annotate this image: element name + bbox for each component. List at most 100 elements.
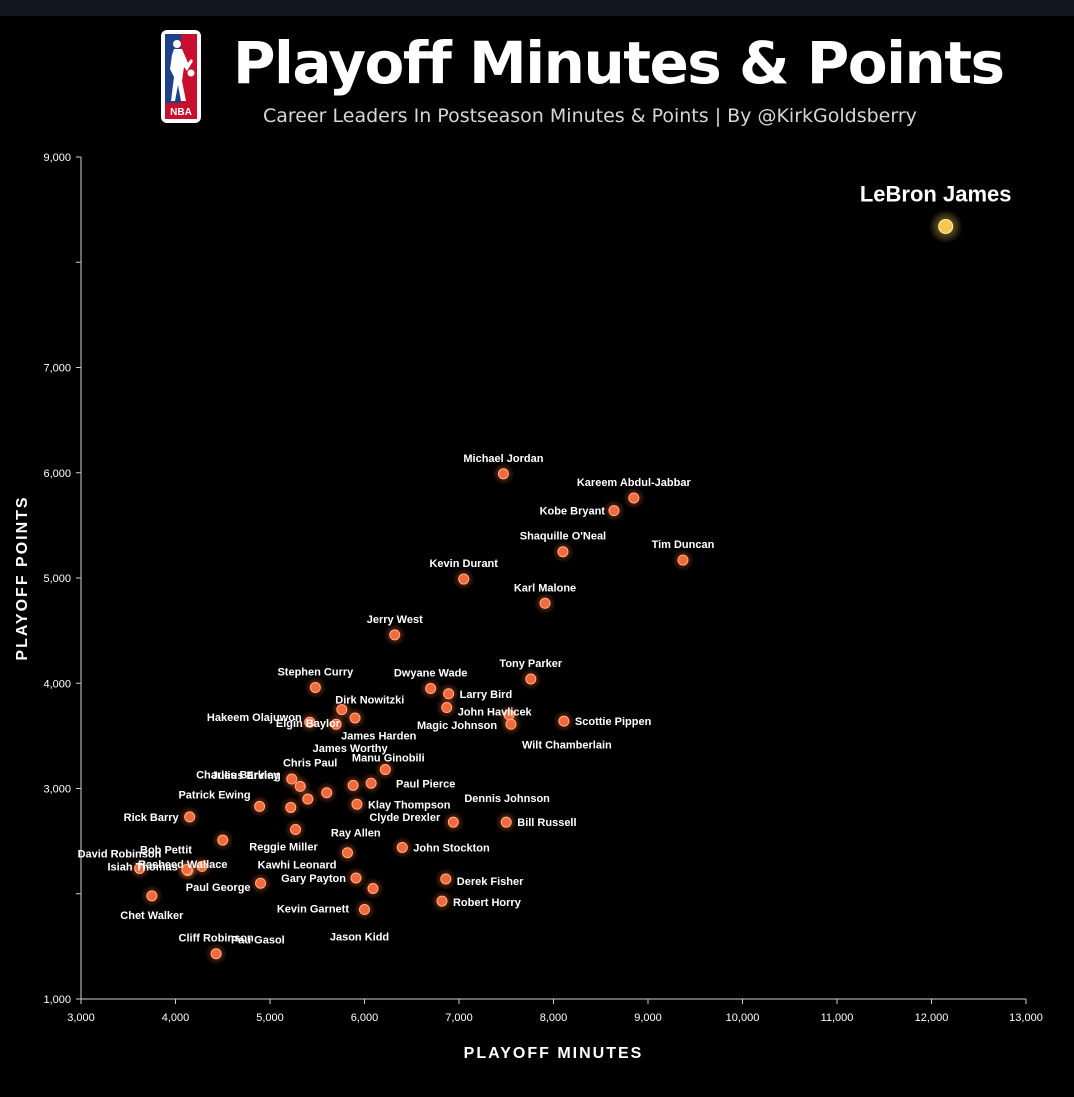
point-derek-fisher xyxy=(440,873,452,885)
point-kawhi-leonard xyxy=(341,847,353,859)
point-label-gary-payton: Gary Payton xyxy=(281,873,346,885)
point-label-dennis-johnson: Dennis Johnson xyxy=(464,793,550,805)
point-label-rasheed-wallace: Rasheed Wallace xyxy=(138,859,227,871)
point-john-havlicek xyxy=(441,701,453,713)
point-jason-kidd xyxy=(359,904,370,916)
point-label-kevin-durant: Kevin Durant xyxy=(429,558,498,570)
x-tick-label: 4,000 xyxy=(162,1012,190,1024)
point-chet-walker xyxy=(146,890,158,902)
point-bill-russell xyxy=(500,816,512,828)
point-dwyane-wade xyxy=(425,683,437,695)
y-tick-label: 6,000 xyxy=(43,468,71,480)
point-label-james-harden: James Harden xyxy=(341,730,416,742)
point-label-chet-walker: Chet Walker xyxy=(120,910,184,922)
point-label-jerry-west: Jerry West xyxy=(367,614,423,626)
y-tick-label: 7,000 xyxy=(43,363,71,375)
point-label-larry-bird: Larry Bird xyxy=(460,689,513,701)
logo-text-bg xyxy=(165,103,197,119)
point-label-kawhi-leonard: Kawhi Leonard xyxy=(258,860,337,872)
point-label-david-robinson: David Robinson xyxy=(78,848,162,860)
x-tick-label: 7,000 xyxy=(445,1012,473,1024)
point-label-isiah-thomas: Isiah Thomas xyxy=(107,862,177,874)
x-tick-label: 5,000 xyxy=(256,1012,284,1024)
point-clyde-drexler xyxy=(302,793,314,805)
point-james-worthy xyxy=(365,777,377,789)
x-tick-label: 10,000 xyxy=(726,1012,760,1024)
point-label-wilt-chamberlain: Wilt Chamberlain xyxy=(522,739,612,751)
point-label-stephen-curry: Stephen Curry xyxy=(277,666,354,678)
point-label-karl-malone: Karl Malone xyxy=(514,582,576,594)
point-paul-pierce xyxy=(321,787,333,799)
x-tick-label: 9,000 xyxy=(634,1012,662,1024)
logo-text: NBA xyxy=(170,107,192,118)
x-axis-title: PLAYOFF MINUTES xyxy=(464,1045,644,1062)
point-reggie-miller xyxy=(290,824,302,836)
point-label-klay-thompson: Klay Thompson xyxy=(368,799,451,811)
point-label-bob-pettit: Bob Pettit xyxy=(140,844,192,856)
point-label-bill-russell: Bill Russell xyxy=(517,817,576,829)
point-label-tony-parker: Tony Parker xyxy=(499,658,562,670)
point-label-ray-allen: Ray Allen xyxy=(331,827,381,839)
point-label-dirk-nowitzki: Dirk Nowitzki xyxy=(335,695,404,707)
point-label-julius-erving: Julius Erving xyxy=(212,770,281,782)
point-chris-paul xyxy=(347,779,359,791)
point-elgin-baylor xyxy=(349,712,361,724)
point-shaquille-o-neal xyxy=(557,546,569,558)
x-tick-label: 6,000 xyxy=(351,1012,379,1024)
point-label-dwyane-wade: Dwyane Wade xyxy=(394,668,468,680)
point-label-lebron-james: LeBron James xyxy=(860,181,1012,206)
point-label-james-worthy: James Worthy xyxy=(313,743,389,755)
point-manu-ginobili xyxy=(379,764,391,776)
point-label-john-stockton: John Stockton xyxy=(413,842,490,854)
point-tim-duncan xyxy=(677,554,689,566)
point-label-cliff-robinson: Cliff Robinson xyxy=(179,933,254,945)
x-tick-label: 8,000 xyxy=(540,1012,568,1024)
point-stephen-curry xyxy=(309,681,321,693)
y-tick-label: 3,000 xyxy=(43,784,71,796)
point-label-pau-gasol: Pau Gasol xyxy=(231,935,285,947)
logo-red-half xyxy=(181,34,197,103)
point-label-michael-jordan: Michael Jordan xyxy=(463,453,543,465)
point-ray-allen xyxy=(285,801,297,813)
point-label-shaquille-o-neal: Shaquille O'Neal xyxy=(520,531,606,543)
point-kareem-abdul-jabbar xyxy=(628,492,640,504)
point-label-chris-paul: Chris Paul xyxy=(283,757,337,769)
point-label-john-havlicek: John Havlicek xyxy=(458,706,533,718)
y-tick-label: 9,000 xyxy=(43,152,71,164)
point-label-kobe-bryant: Kobe Bryant xyxy=(540,506,606,518)
point-label-robert-horry: Robert Horry xyxy=(453,897,522,909)
y-tick-label: 1,000 xyxy=(43,994,71,1006)
point-karl-malone xyxy=(539,597,551,609)
point-john-stockton xyxy=(396,841,408,853)
point-dennis-johnson xyxy=(447,816,459,828)
point-label-kevin-garnett: Kevin Garnett xyxy=(277,903,349,915)
point-kevin-garnett xyxy=(367,882,379,894)
point-label-rick-barry: Rick Barry xyxy=(124,812,180,824)
point-kobe-bryant xyxy=(608,505,620,517)
x-tick-label: 11,000 xyxy=(821,1012,854,1024)
point-david-robinson xyxy=(134,862,146,874)
point-hakeem-olajuwon xyxy=(304,716,316,728)
point-patrick-ewing xyxy=(254,800,266,812)
point-label-derek-fisher: Derek Fisher xyxy=(457,876,524,888)
y-tick-label: 5,000 xyxy=(43,573,71,585)
x-tick-label: 13,000 xyxy=(1009,1012,1043,1024)
logo-silhouette xyxy=(170,40,195,101)
point-scottie-pippen xyxy=(558,715,570,727)
point-label-paul-george: Paul George xyxy=(186,882,251,894)
point-label-paul-pierce: Paul Pierce xyxy=(396,779,455,791)
point-wilt-chamberlain xyxy=(505,718,517,730)
point-label-patrick-ewing: Patrick Ewing xyxy=(178,789,250,801)
page-title: Playoff Minutes & Points xyxy=(233,29,1005,97)
point-gary-payton xyxy=(350,872,362,884)
point-jerry-west xyxy=(389,629,401,641)
point-label-charles-barkley: Charles Barkley xyxy=(196,769,280,781)
point-label-kareem-abdul-jabbar: Kareem Abdul-Jabbar xyxy=(577,477,692,489)
nba-logo: NBA xyxy=(161,30,201,123)
point-label-tim-duncan: Tim Duncan xyxy=(652,539,715,551)
point-michael-jordan xyxy=(497,468,509,480)
point-label-elgin-baylor: Elgin Baylor xyxy=(276,718,341,730)
point-cliff-robinson xyxy=(210,948,222,960)
y-tick-label: 4,000 xyxy=(43,678,71,690)
